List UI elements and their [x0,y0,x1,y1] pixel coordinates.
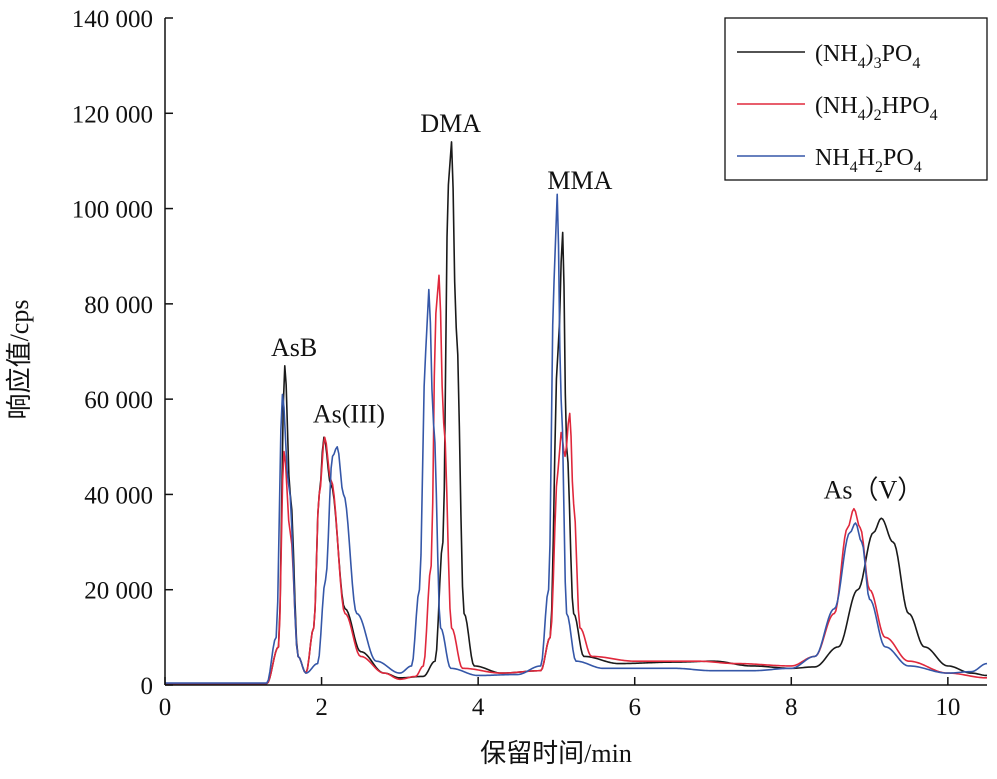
legend-text-part: PO [882,41,913,67]
y-tick-label: 100 000 [72,197,153,224]
legend-subscript: 3 [874,55,882,72]
x-axis-title: 保留时间/min [480,739,632,768]
legend-entry-1: (NH4)2HPO4 [815,93,938,124]
legend-text-part: ) [866,93,874,119]
legend-text-part: (NH [815,41,858,67]
x-tick-label: 8 [785,694,798,721]
legend-subscript: 4 [858,107,866,124]
y-tick-label: 0 [141,673,154,700]
legend-text-part: HPO [882,93,930,119]
y-tick-label: 80 000 [84,292,153,319]
legend-subscript: 4 [850,159,858,176]
peak-label: MMA [547,166,612,195]
legend-subscript: 4 [912,55,920,72]
x-tick-label: 2 [315,694,328,721]
legend-entry-0: (NH4)3PO4 [815,41,920,72]
y-axis-title: 响应值/cps [5,300,34,420]
legend-text-part: ) [866,41,874,67]
y-tick-label: 120 000 [72,101,153,128]
legend-text-part: PO [883,145,914,171]
x-tick-label: 10 [935,694,960,721]
peak-label: AsB [271,333,317,362]
legend-subscript: 4 [914,159,922,176]
peak-label: DMA [420,109,481,138]
y-tick-label: 140 000 [72,6,153,33]
legend-entry-2: NH4H2PO4 [815,145,922,176]
peak-label: As(III) [313,399,385,428]
legend-text-part: (NH [815,93,858,119]
annotation-layer: AsB As(III) DMA MMA As（V） [271,109,923,505]
series-line-0 [165,141,988,685]
x-tick-label: 4 [472,694,485,721]
legend-text-part: NH [815,145,850,171]
x-tick-label: 6 [628,694,641,721]
series-line-2 [165,193,988,684]
y-tick-label: 20 000 [84,578,153,605]
x-tick-label: 0 [159,694,172,721]
legend-subscript: 4 [858,55,866,72]
legend-subscript: 4 [930,107,938,124]
peak-label: As（V） [824,476,924,505]
legend-subscript: 2 [874,107,882,124]
series-layer [165,141,988,685]
legend-subscript: 2 [875,159,883,176]
legend-text-part: H [858,145,875,171]
legend-box [724,17,988,181]
y-tick-label: 60 000 [84,387,153,414]
y-tick-label: 40 000 [84,482,153,509]
